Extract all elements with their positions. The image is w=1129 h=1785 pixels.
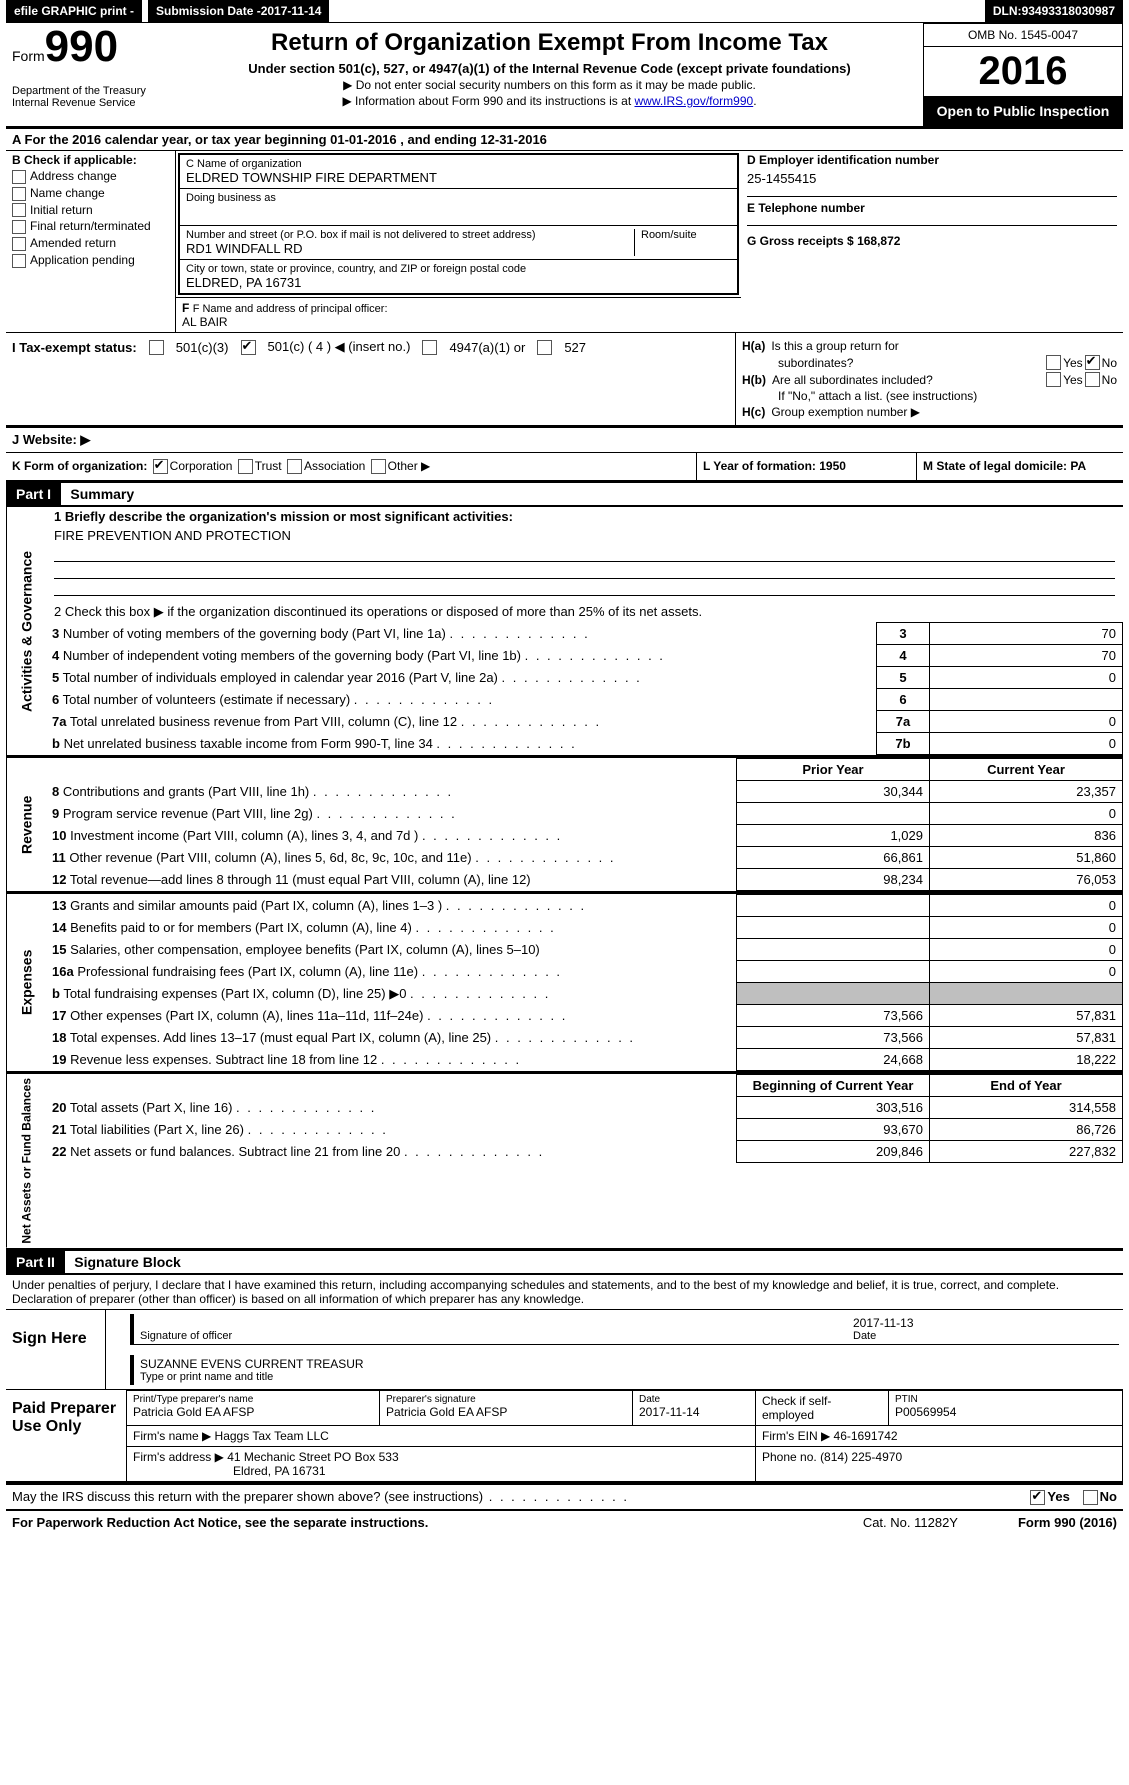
row-j-website: J Website: ▶: [6, 425, 1123, 453]
form-word: Form: [12, 48, 45, 64]
sign-here-label: Sign Here: [6, 1310, 106, 1389]
omb-number: OMB No. 1545-0047: [924, 24, 1122, 47]
governance-table: 3 Number of voting members of the govern…: [46, 622, 1123, 755]
form-footer: Form 990 (2016): [1018, 1515, 1117, 1530]
part-1-title: Summary: [70, 486, 134, 502]
checkbox-final-return-terminated[interactable]: Final return/terminated: [12, 219, 169, 234]
officer-name: SUZANNE EVENS CURRENT TREASUR: [140, 1357, 1113, 1371]
checkbox-initial-return[interactable]: Initial return: [12, 203, 169, 218]
form-note-2: ▶ Information about Form 990 and its ins…: [182, 94, 917, 108]
mission-text: FIRE PREVENTION AND PROTECTION: [46, 526, 1123, 545]
vlabel-revenue: Revenue: [6, 758, 46, 891]
checkbox-trust[interactable]: [238, 459, 253, 474]
ein-label: D Employer identification number: [747, 153, 1117, 167]
checkbox-ha-no[interactable]: [1085, 355, 1100, 370]
gross-receipts: G Gross receipts $ 168,872: [747, 234, 900, 248]
street-address: RD1 WINDFALL RD: [186, 241, 628, 256]
checkbox-ha-yes[interactable]: [1046, 355, 1061, 370]
paid-preparer-table: Print/Type preparer's namePatricia Gold …: [126, 1390, 1123, 1481]
efile-label: efile GRAPHIC print -: [6, 0, 142, 22]
checkbox-hb-no[interactable]: [1085, 372, 1100, 387]
paperwork-notice: For Paperwork Reduction Act Notice, see …: [12, 1515, 428, 1530]
dept-treasury: Department of the Treasury: [12, 85, 170, 97]
form-subtitle: Under section 501(c), 527, or 4947(a)(1)…: [182, 61, 917, 76]
row-a-tax-year: A For the 2016 calendar year, or tax yea…: [6, 129, 1123, 151]
form-number: 990: [45, 22, 118, 71]
ein-value: 25-1455415: [747, 171, 1117, 186]
preparer-signature: Patricia Gold EA AFSP: [386, 1405, 507, 1419]
paid-preparer-label: Paid Preparer Use Only: [6, 1390, 126, 1481]
row-i-tax-exempt: I Tax-exempt status: 501(c)(3) 501(c) ( …: [6, 333, 735, 361]
form-header: Form990 Department of the Treasury Inter…: [6, 23, 1123, 129]
firm-phone: (814) 225-4970: [820, 1450, 902, 1464]
checkbox-amended-return[interactable]: Amended return: [12, 236, 169, 251]
tax-year: 2016: [924, 47, 1122, 97]
checkbox-discuss-yes[interactable]: [1030, 1490, 1045, 1505]
row-l-year: L Year of formation: 1950: [696, 453, 916, 480]
firm-address: 41 Mechanic Street PO Box 533: [227, 1450, 398, 1464]
firm-name: Haggs Tax Team LLC: [215, 1429, 329, 1443]
submission-date: Submission Date - 2017-11-14: [148, 0, 329, 22]
row-m-state: M State of legal domicile: PA: [916, 453, 1123, 480]
top-bar: efile GRAPHIC print - Submission Date - …: [6, 0, 1123, 23]
checkbox-other[interactable]: [371, 459, 386, 474]
dln: DLN: 93493318030987: [985, 0, 1123, 22]
line-2-checkbox: 2 Check this box ▶ if the organization d…: [46, 602, 1123, 622]
city-state-zip: ELDRED, PA 16731: [186, 275, 731, 290]
box-c-org-info: C Name of organization ELDRED TOWNSHIP F…: [178, 153, 739, 295]
netassets-table: Beginning of Current YearEnd of Year20 T…: [46, 1074, 1123, 1163]
irs-link[interactable]: www.IRS.gov/form990: [634, 94, 753, 108]
part-2-title: Signature Block: [74, 1254, 181, 1270]
checkbox-corp[interactable]: [153, 459, 168, 474]
checkbox-4947[interactable]: [422, 340, 437, 355]
perjury-declaration: Under penalties of perjury, I declare th…: [6, 1275, 1123, 1310]
firm-ein: 46-1691742: [834, 1429, 898, 1443]
checkbox-hb-yes[interactable]: [1046, 372, 1061, 387]
preparer-name: Patricia Gold EA AFSP: [133, 1405, 254, 1419]
form-title: Return of Organization Exempt From Incom…: [182, 29, 917, 57]
preparer-date: 2017-11-14: [639, 1405, 700, 1419]
checkbox-name-change[interactable]: Name change: [12, 186, 169, 201]
telephone-label: E Telephone number: [747, 201, 1117, 215]
org-name: ELDRED TOWNSHIP FIRE DEPARTMENT: [186, 170, 731, 185]
row-k-form-org: K Form of organization: Corporation Trus…: [6, 453, 696, 480]
expenses-table: 13 Grants and similar amounts paid (Part…: [46, 894, 1123, 1071]
form-note-1: ▶ Do not enter social security numbers o…: [182, 78, 917, 92]
revenue-table: Prior YearCurrent Year8 Contributions an…: [46, 758, 1123, 891]
part-2-header: Part II: [6, 1251, 65, 1273]
open-to-public: Open to Public Inspection: [924, 97, 1122, 125]
checkbox-assoc[interactable]: [287, 459, 302, 474]
ptin: P00569954: [895, 1405, 956, 1419]
checkbox-discuss-no[interactable]: [1083, 1490, 1098, 1505]
firm-city: Eldred, PA 16731: [233, 1464, 326, 1478]
checkbox-application-pending[interactable]: Application pending: [12, 253, 169, 268]
box-b-checkboxes: B Check if applicable: Address changeNam…: [6, 151, 176, 332]
checkbox-501c3[interactable]: [149, 340, 164, 355]
cat-number: Cat. No. 11282Y: [863, 1515, 958, 1530]
vlabel-governance: Activities & Governance: [6, 507, 46, 755]
checkbox-address-change[interactable]: Address change: [12, 169, 169, 184]
vlabel-expenses: Expenses: [6, 894, 46, 1071]
vlabel-netassets: Net Assets or Fund Balances: [6, 1074, 46, 1248]
box-h-group: H(a)Is this a group return for subordina…: [736, 333, 1123, 425]
checkbox-527[interactable]: [537, 340, 552, 355]
part-1-header: Part I: [6, 483, 61, 505]
checkbox-501c[interactable]: [241, 340, 256, 355]
room-suite: Room/suite: [635, 229, 731, 256]
signature-date: 2017-11-13: [853, 1316, 1113, 1330]
box-f-officer: F F Name and address of principal office…: [176, 297, 741, 332]
discuss-with-preparer: May the IRS discuss this return with the…: [6, 1484, 1123, 1509]
dept-irs: Internal Revenue Service: [12, 97, 170, 109]
